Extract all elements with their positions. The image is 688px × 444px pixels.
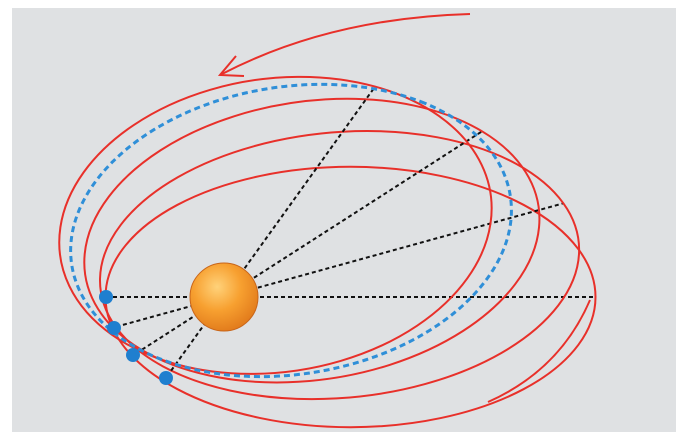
perihelion-dot — [99, 290, 113, 304]
sun — [189, 262, 259, 332]
perihelion-dot — [159, 371, 173, 385]
reference-orbit — [0, 33, 599, 429]
arrow-head — [217, 55, 245, 77]
dashed-ellipse — [0, 33, 599, 429]
direction-arrow — [221, 13, 471, 75]
orbit-tail — [487, 299, 591, 403]
apsis-line — [116, 203, 563, 326]
perihelion-dot — [126, 348, 140, 362]
apsis-line — [142, 132, 482, 350]
perihelion-dot — [107, 321, 121, 335]
